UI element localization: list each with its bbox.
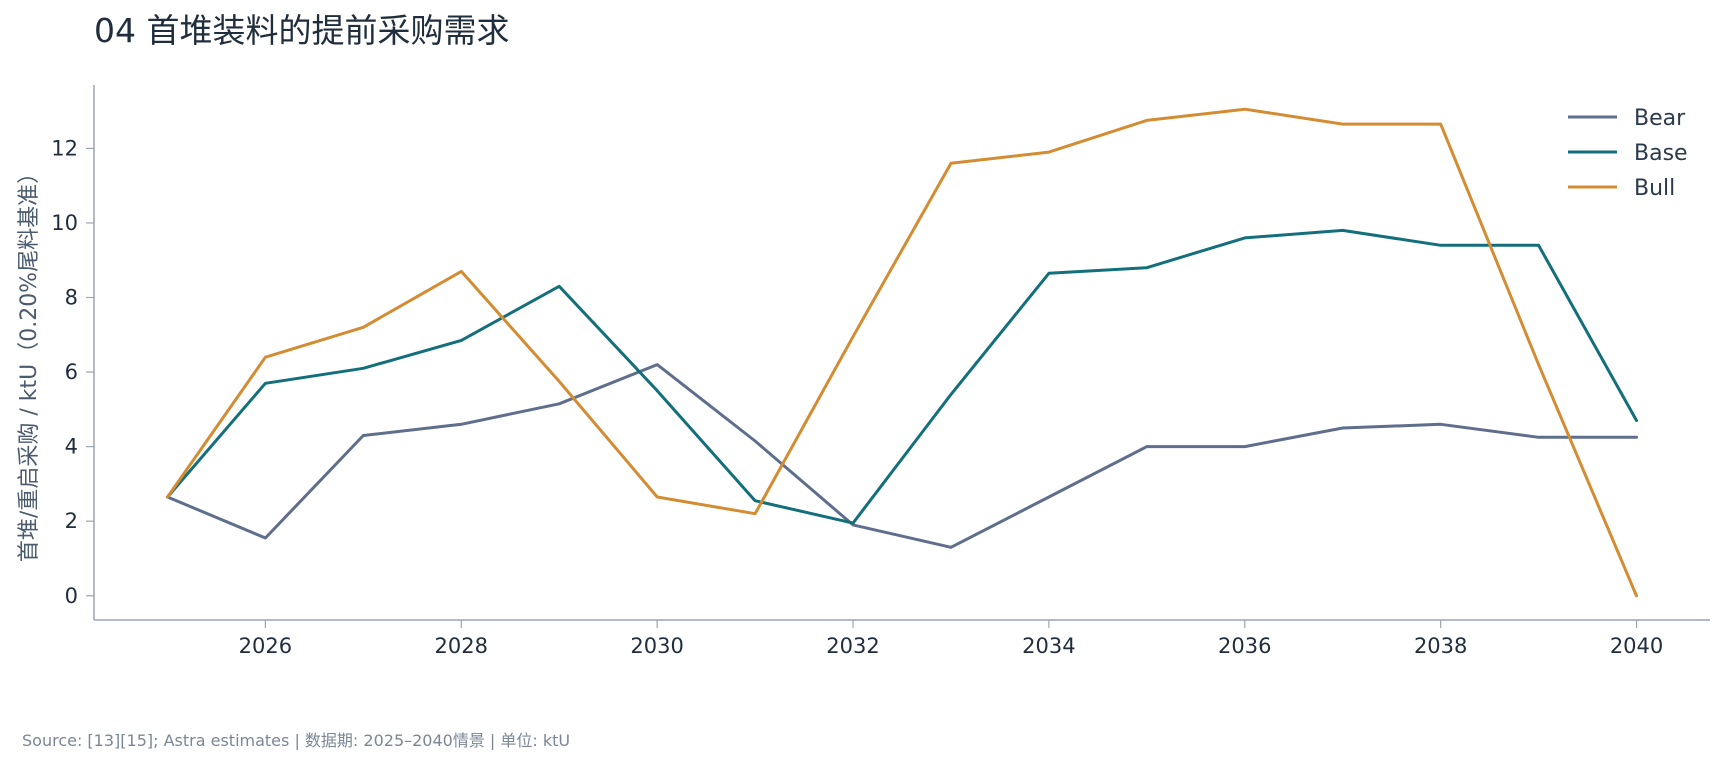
legend-label-bear: Bear: [1634, 106, 1686, 131]
y-tick-label: 10: [51, 211, 78, 235]
x-ticks: 2026 2028 2030 2032 2034 2036 2038 2040: [239, 620, 1663, 658]
axes: [93, 85, 1710, 621]
x-tick-label: 2026: [239, 634, 292, 658]
legend-label-base: Base: [1634, 141, 1688, 166]
x-tick-label: 2030: [630, 634, 683, 658]
y-tick-label: 2: [65, 509, 78, 533]
y-tick-label: 0: [65, 584, 78, 608]
x-tick-label: 2038: [1414, 634, 1467, 658]
series-line-bear: [166, 363, 1638, 549]
series-line-bull: [166, 107, 1638, 598]
y-tick-label: 4: [65, 435, 78, 459]
x-tick-label: 2036: [1218, 634, 1271, 658]
y-axis-label: 首堆/重启采购 / ktU（0.20%尾料基准）: [17, 162, 42, 562]
y-tick-label: 12: [51, 136, 78, 160]
y-tick-label: 6: [65, 360, 78, 384]
y-ticks: 0 2 4 6 8 10 12: [51, 136, 94, 608]
y-tick-label: 8: [65, 286, 78, 310]
source-note: Source: [13][15]; Astra estimates | 数据期:…: [22, 731, 570, 750]
chart-title: 04 首堆装料的提前采购需求: [94, 11, 509, 50]
series-line-base: [166, 228, 1638, 525]
series-group: [166, 107, 1638, 598]
legend: Bear Base Bull: [1568, 106, 1688, 201]
x-tick-label: 2028: [435, 634, 488, 658]
legend-label-bull: Bull: [1634, 176, 1675, 201]
x-tick-label: 2032: [826, 634, 879, 658]
x-tick-label: 2040: [1610, 634, 1663, 658]
x-tick-label: 2034: [1022, 634, 1075, 658]
